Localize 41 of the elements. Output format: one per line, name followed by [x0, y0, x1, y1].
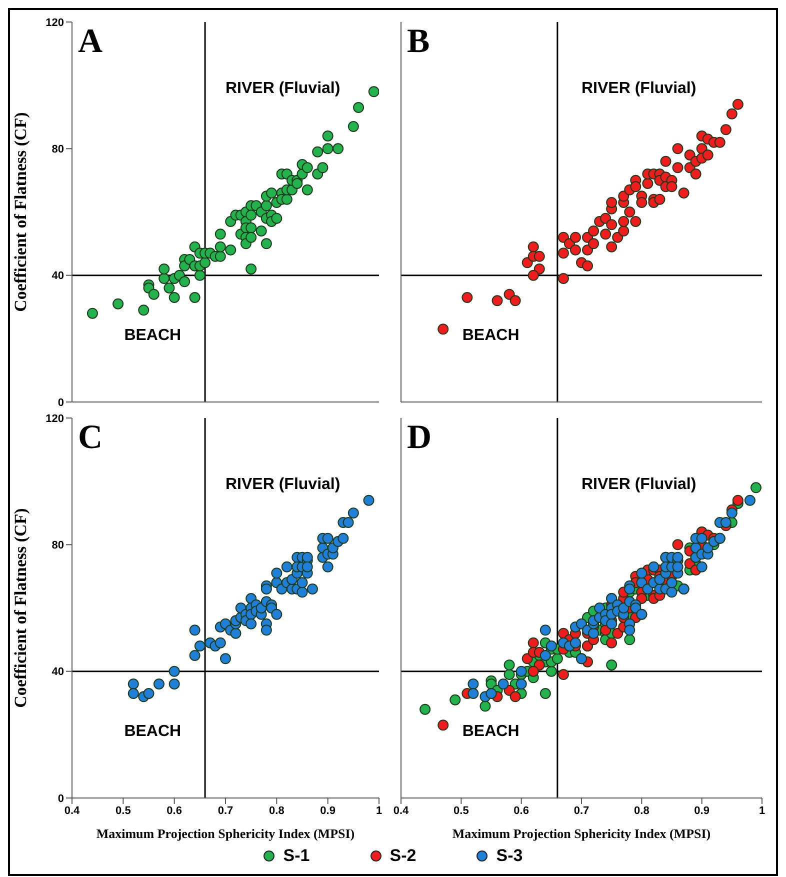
annotation: BEACH: [462, 327, 520, 345]
x-tick-label: 0.8: [634, 804, 650, 817]
annotation: RIVER (Fluvial): [582, 476, 696, 494]
chart-title: A: [78, 22, 103, 62]
x-axis-title: Maximum Projection Sphericity Index (MPSI): [95, 826, 356, 842]
chart-title: D: [407, 418, 432, 458]
y-tick-label: 80: [52, 144, 64, 156]
x-tick-label: 0.9: [694, 804, 710, 817]
annotation: BEACH: [124, 723, 182, 741]
legend-label: S-2: [390, 846, 416, 866]
y-tick-label: 40: [52, 666, 64, 678]
y-tick-label: 0: [58, 792, 64, 805]
annotation: RIVER (Fluvial): [226, 476, 340, 494]
annotation: RIVER (Fluvial): [582, 80, 696, 98]
x-tick-label: 1: [376, 804, 382, 817]
y-tick-label: 80: [52, 540, 64, 552]
y-tick-label: 120: [46, 16, 64, 29]
y-axis-title: Coefficient of Flatness (CF): [11, 112, 30, 312]
y-tick-label: 120: [46, 412, 64, 425]
x-tick-label: 0.6: [166, 804, 182, 817]
legend-label: S-3: [496, 846, 523, 866]
x-tick-label: 0.7: [218, 804, 234, 817]
x-tick-label: 0.9: [320, 804, 336, 817]
x-tick-label: 0.4: [64, 804, 81, 817]
y-axis-title: Coefficient of Flatness (CF): [11, 508, 30, 708]
x-tick-label: 0.7: [574, 804, 590, 817]
chart-title: B: [407, 22, 430, 62]
x-tick-label: 0.5: [116, 804, 131, 817]
y-tick-label: 40: [52, 270, 64, 282]
chart-title: C: [78, 418, 103, 458]
annotation: RIVER (Fluvial): [226, 80, 340, 98]
x-tick-label: 1: [758, 804, 766, 817]
x-tick-label: 0.5: [454, 804, 469, 817]
annotation: BEACH: [124, 327, 182, 345]
x-axis-title: Maximum Projection Sphericity Index (MPSI): [451, 826, 712, 842]
legend-label: S-1: [283, 846, 310, 866]
x-tick-label: 0.6: [514, 804, 529, 817]
x-tick-label: 0.4: [393, 804, 410, 817]
y-tick-label: 0: [58, 396, 64, 409]
annotation: BEACH: [462, 723, 520, 741]
x-tick-label: 0.8: [269, 804, 284, 817]
